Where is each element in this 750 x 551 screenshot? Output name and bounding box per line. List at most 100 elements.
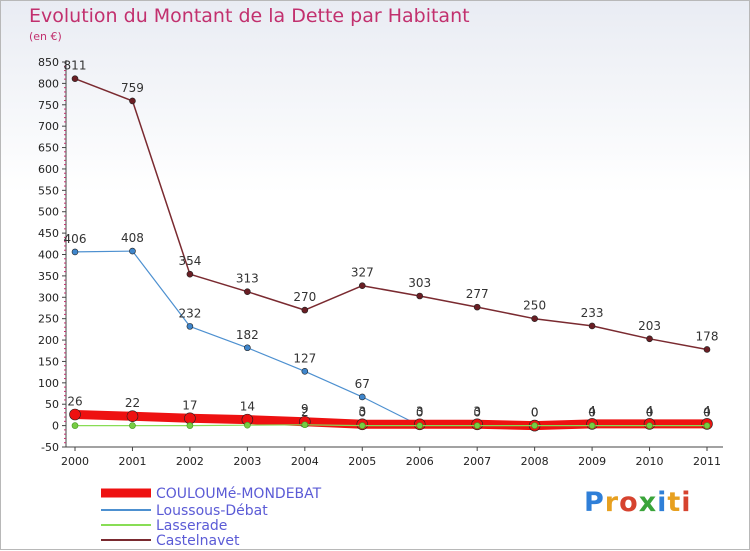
data-label: 3 [473, 404, 481, 418]
data-label: 0 [588, 406, 596, 420]
data-label: 250 [523, 299, 546, 313]
data-label: 203 [638, 319, 661, 333]
y-tick-label: 450 [38, 227, 59, 240]
data-label: 270 [293, 290, 316, 304]
y-tick-label: 800 [38, 77, 59, 90]
data-point [126, 410, 139, 423]
logo-letter: i [657, 487, 668, 518]
data-point [301, 421, 309, 429]
series-2 [71, 421, 711, 429]
x-tick-label: 2006 [406, 455, 434, 468]
x-tick-label: 2001 [118, 455, 146, 468]
chart-subtitle: (en €) [29, 30, 62, 43]
logo-letter: r [604, 487, 620, 518]
data-label: 178 [696, 329, 719, 343]
data-label: 0 [473, 406, 481, 420]
data-point [358, 282, 366, 290]
data-label: 0 [358, 406, 366, 420]
data-label: 233 [581, 306, 604, 320]
data-label: 2 [301, 405, 309, 419]
x-tick-label: 2010 [636, 455, 664, 468]
logo-letter: t [667, 487, 682, 518]
chart-axes: -500501001502002503003504004505005506006… [38, 56, 723, 468]
data-point [588, 422, 596, 429]
x-tick-label: 2005 [348, 455, 376, 468]
data-point [186, 270, 194, 278]
data-point [301, 367, 309, 375]
data-label: 313 [236, 272, 259, 286]
proxiti-logo: Proxiti [584, 487, 692, 518]
chart-title: Evolution du Montant de la Dette par Hab… [29, 5, 470, 27]
data-label: 232 [178, 306, 201, 320]
data-point [358, 422, 366, 429]
data-label: 67 [355, 377, 370, 391]
y-tick-label: 250 [38, 313, 59, 326]
y-tick-label: 850 [38, 56, 59, 69]
data-point [358, 393, 366, 401]
y-tick-label: 550 [38, 184, 59, 197]
y-tick-label: 700 [38, 120, 59, 133]
data-label: 811 [64, 59, 87, 73]
x-tick-label: 2004 [291, 455, 319, 468]
x-tick-label: 2000 [61, 455, 89, 468]
data-label: 0 [531, 406, 539, 420]
data-label: 0 [416, 406, 424, 420]
x-tick-label: 2009 [578, 455, 606, 468]
x-tick-label: 2002 [176, 455, 204, 468]
data-point [416, 422, 424, 429]
data-label: 759 [121, 81, 144, 95]
logo-letter: o [619, 487, 639, 518]
legend-label: Lasserade [156, 518, 227, 534]
legend-label: Loussous-Débat [156, 503, 268, 519]
data-label: 17 [182, 398, 197, 412]
data-point [473, 303, 481, 311]
data-point [129, 247, 136, 255]
data-point [301, 306, 309, 314]
x-tick-label: 2007 [463, 455, 491, 468]
data-label: 303 [408, 276, 431, 290]
data-point [416, 292, 424, 300]
data-point [244, 288, 251, 296]
legend-label: COULOUMé-MONDEBAT [156, 486, 322, 502]
data-label: 9 [301, 402, 309, 416]
data-point [71, 422, 79, 429]
data-point [473, 422, 481, 429]
y-tick-label: 200 [38, 334, 59, 347]
data-point [646, 422, 653, 429]
data-label: 22 [125, 396, 140, 410]
data-label: 408 [121, 231, 144, 245]
data-point [129, 422, 136, 429]
y-tick-label: -50 [41, 441, 59, 454]
series-layer [69, 75, 713, 432]
y-tick-label: 150 [38, 355, 59, 368]
data-label: 3 [358, 404, 366, 418]
logo-letter: i [681, 487, 692, 518]
legend: COULOUMé-MONDEBATLoussous-DébatLasserade… [101, 486, 322, 549]
data-point [703, 346, 711, 353]
y-tick-label: 50 [45, 398, 59, 411]
series-3 [71, 75, 711, 353]
data-label: 127 [293, 351, 316, 365]
series-0 [69, 408, 713, 432]
data-point [244, 344, 251, 352]
y-tick-label: 0 [52, 420, 59, 433]
data-label: 26 [67, 394, 82, 408]
y-tick-label: 100 [38, 377, 59, 390]
data-label: 354 [178, 254, 201, 268]
data-point [703, 422, 711, 429]
data-label: 182 [236, 328, 259, 342]
data-label: 406 [64, 232, 87, 246]
legend-label: Castelnavet [156, 533, 240, 549]
x-tick-label: 2008 [521, 455, 549, 468]
data-point [588, 322, 596, 330]
data-label: 0 [646, 406, 654, 420]
data-point [184, 412, 196, 425]
y-tick-label: 500 [38, 206, 59, 219]
data-point [531, 315, 538, 322]
data-point [646, 335, 653, 343]
y-tick-label: 350 [38, 270, 59, 283]
logo-letter: x [638, 487, 658, 518]
